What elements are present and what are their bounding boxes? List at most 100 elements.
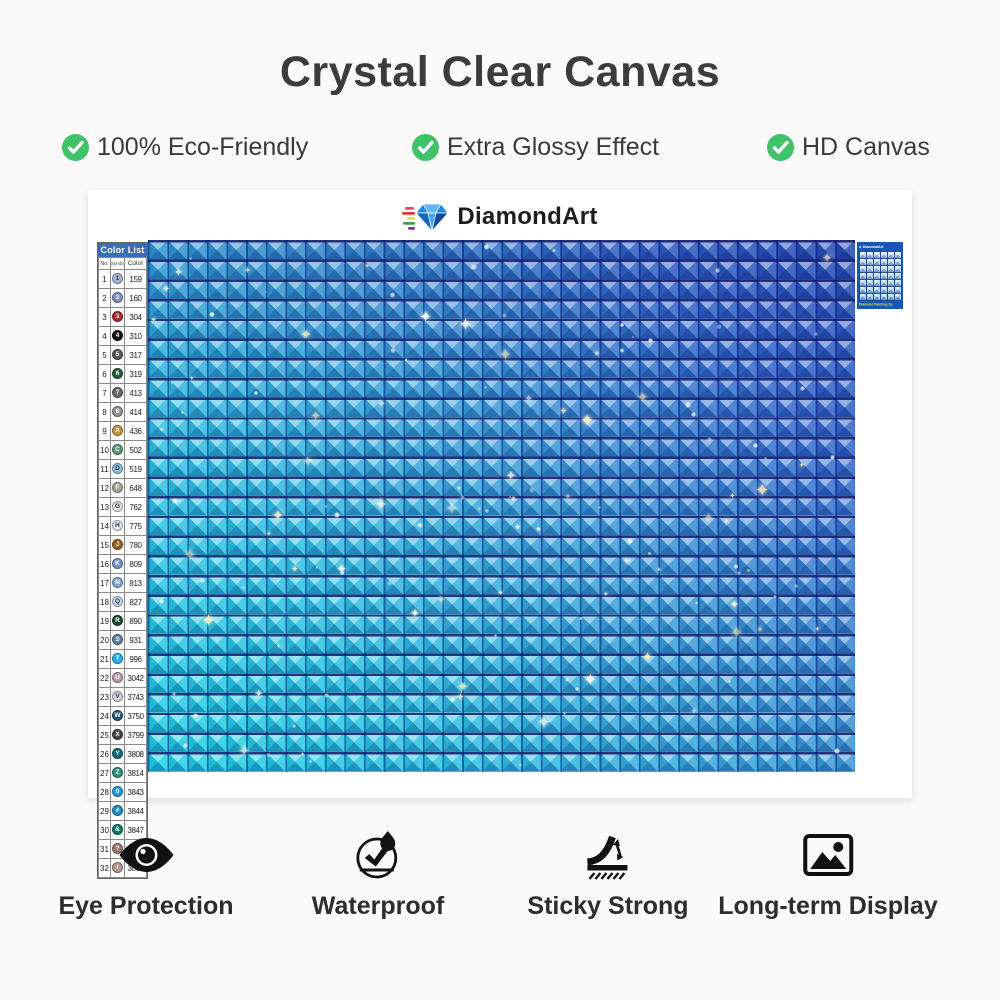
canvas-sparkle-dot [189, 257, 192, 260]
canvas-sparkle: ✦ [729, 491, 736, 501]
product-card: DiamondArt Color List No. Symbol Color 1… [88, 190, 912, 880]
canvas-sparkle: ✦ [656, 567, 662, 574]
color-list-row: 15 J 780 [98, 535, 147, 556]
symbol-badge: K [112, 558, 123, 570]
canvas-sparkle-dot [727, 679, 732, 684]
symbol-badge: 3 [112, 311, 123, 323]
diamond-canvas: ✦ ✦ ✦ ✦ ✦ ✦ ✦ ✦ ✦ ✦ ✦ ✦ ✦ ✦ ✦ ✦ ✦ ✦ ✦ ✦ ✦ ✦ ✦ ✦ ✦ ✦ ✦ ✦ ✦ ✦ ✦ ✦ ✦ ✦ ✦ ✦ ✦ ✦ ✦ ✦… [148, 240, 855, 772]
color-list-row: 14 H 775 [98, 516, 147, 537]
canvas-sparkle-dot [182, 742, 188, 748]
mini-diamond-icon: ◆ [859, 244, 862, 249]
symbol-badge: Z [112, 767, 123, 779]
canvas-sparkle: ✦ [336, 561, 347, 576]
canvas-sparkle-dot [695, 601, 698, 605]
symbol-badge: D [112, 463, 123, 475]
canvas-sparkle-dot [799, 386, 805, 392]
canvas-sparkle: ✦ [244, 264, 252, 275]
canvas-sparkle: ✦ [300, 327, 312, 343]
sticky-strong-icon [582, 830, 634, 880]
symbol-badge: C [112, 444, 123, 456]
canvas-sparkle-dot [253, 390, 259, 396]
color-list-row: 8 8 414 [98, 402, 147, 423]
canvas-sparkle: ✦ [498, 346, 513, 365]
canvas-sparkle-dot [324, 504, 328, 509]
thumbnail-caption: Diamond Painting Se [859, 302, 893, 307]
color-list-header-row: No. Symbol Color [98, 256, 147, 271]
color-list-row: 13 G 762 [98, 497, 147, 518]
brand-logo: DiamondArt [88, 197, 912, 237]
canvas-sparkle: ✦ [290, 563, 299, 574]
canvas-sparkle: ✦ [583, 672, 597, 690]
canvas-sparkle: ✦ [756, 625, 764, 635]
canvas-sparkle: ✦ [377, 398, 386, 411]
feature-label: Long-term Display [718, 892, 938, 920]
canvas-sparkle-dot [830, 455, 835, 460]
color-list-row: 28 0 3843 [98, 782, 147, 803]
bottom-feature-waterproof: Waterproof [312, 830, 444, 921]
color-list-table: Color List No. Symbol Color 111592216033… [97, 242, 148, 880]
canvas-sparkle-dot [509, 495, 512, 498]
symbol-badge: G [112, 501, 123, 513]
canvas-sparkle: ✦ [271, 507, 284, 524]
canvas-sparkle: ✦ [536, 711, 552, 732]
color-list-row: 5 5 317 [98, 345, 147, 366]
canvas-sparkle-dot [390, 347, 396, 353]
feature-hd-canvas: HD Canvas [767, 133, 930, 162]
color-list-row: 10 C 502 [98, 440, 147, 461]
canvas-sparkle: ✦ [729, 623, 744, 642]
canvas-sparkle-dot [648, 337, 654, 343]
col-no: No. [98, 256, 111, 271]
canvas-sparkle: ✦ [419, 308, 432, 326]
package-thumbnail: ◆ DiamondArt Diamond Painting Se [857, 242, 903, 309]
canvas-sparkle: ✦ [416, 521, 424, 531]
symbol-badge: A [112, 425, 123, 437]
canvas-sparkle-dot [763, 456, 768, 461]
canvas-sparkle: ✦ [158, 426, 165, 434]
brand-name: DiamondArt [457, 203, 598, 230]
col-color: Color [124, 256, 147, 271]
canvas-sparkle: ✦ [642, 649, 653, 664]
canvas-sparkle: ✦ [173, 267, 183, 280]
canvas-sparkle: ✦ [150, 317, 157, 325]
canvas-sparkle: ✦ [300, 751, 305, 758]
feature-label: Waterproof [311, 892, 445, 920]
canvas-sparkle: ✦ [237, 742, 251, 760]
canvas-sparkle: ✦ [703, 511, 714, 526]
canvas-sparkle-dot [457, 485, 462, 490]
symbol-badge: T [112, 653, 123, 665]
canvas-sparkle: ✦ [564, 491, 572, 501]
bottom-feature-eye-protection: Eye Protection [58, 830, 234, 921]
check-icon [767, 134, 794, 161]
canvas-sparkle-dot [493, 633, 498, 638]
canvas-sparkle-dot [471, 263, 478, 270]
canvas-sparkle-dot [172, 497, 179, 504]
waterproof-icon [352, 830, 404, 880]
canvas-sparkle-dot [684, 402, 691, 408]
diamond-logo-icon [402, 203, 449, 232]
bottom-feature-sticky-strong: Sticky Strong [527, 830, 689, 921]
canvas-sparkle-dot [715, 268, 720, 273]
canvas-sparkle: ✦ [189, 375, 195, 383]
col-symbol: Symbol [110, 256, 125, 271]
color-list-row: 24 W 3750 [98, 706, 147, 727]
canvas-sparkle-dot [511, 496, 517, 502]
canvas-sparkle: ✦ [364, 262, 371, 270]
color-list-row: 18 Q 827 [98, 592, 147, 613]
canvas-sparkle: ✦ [603, 591, 609, 598]
feature-label: HD Canvas [802, 133, 930, 161]
color-list-row: 17 N 813 [98, 573, 147, 594]
canvas-sparkle-dot [579, 616, 583, 621]
check-icon [412, 134, 439, 161]
canvas-sparkle-dot [450, 696, 456, 703]
canvas-sparkle-dot [180, 411, 185, 415]
canvas-sparkle: ✦ [201, 610, 216, 630]
feature-eco-friendly: 100% Eco-Friendly [62, 133, 308, 162]
canvas-sparkle: ✦ [799, 462, 805, 470]
color-list-row: 23 V 3743 [98, 687, 147, 708]
canvas-sparkle-dot [323, 692, 329, 698]
canvas-sparkle-dot [387, 580, 393, 587]
symbol-badge: # [112, 805, 123, 817]
color-list-row: 12 F 648 [98, 478, 147, 499]
canvas-sparkle: ✦ [636, 390, 649, 407]
canvas-sparkle-dot [529, 487, 535, 494]
